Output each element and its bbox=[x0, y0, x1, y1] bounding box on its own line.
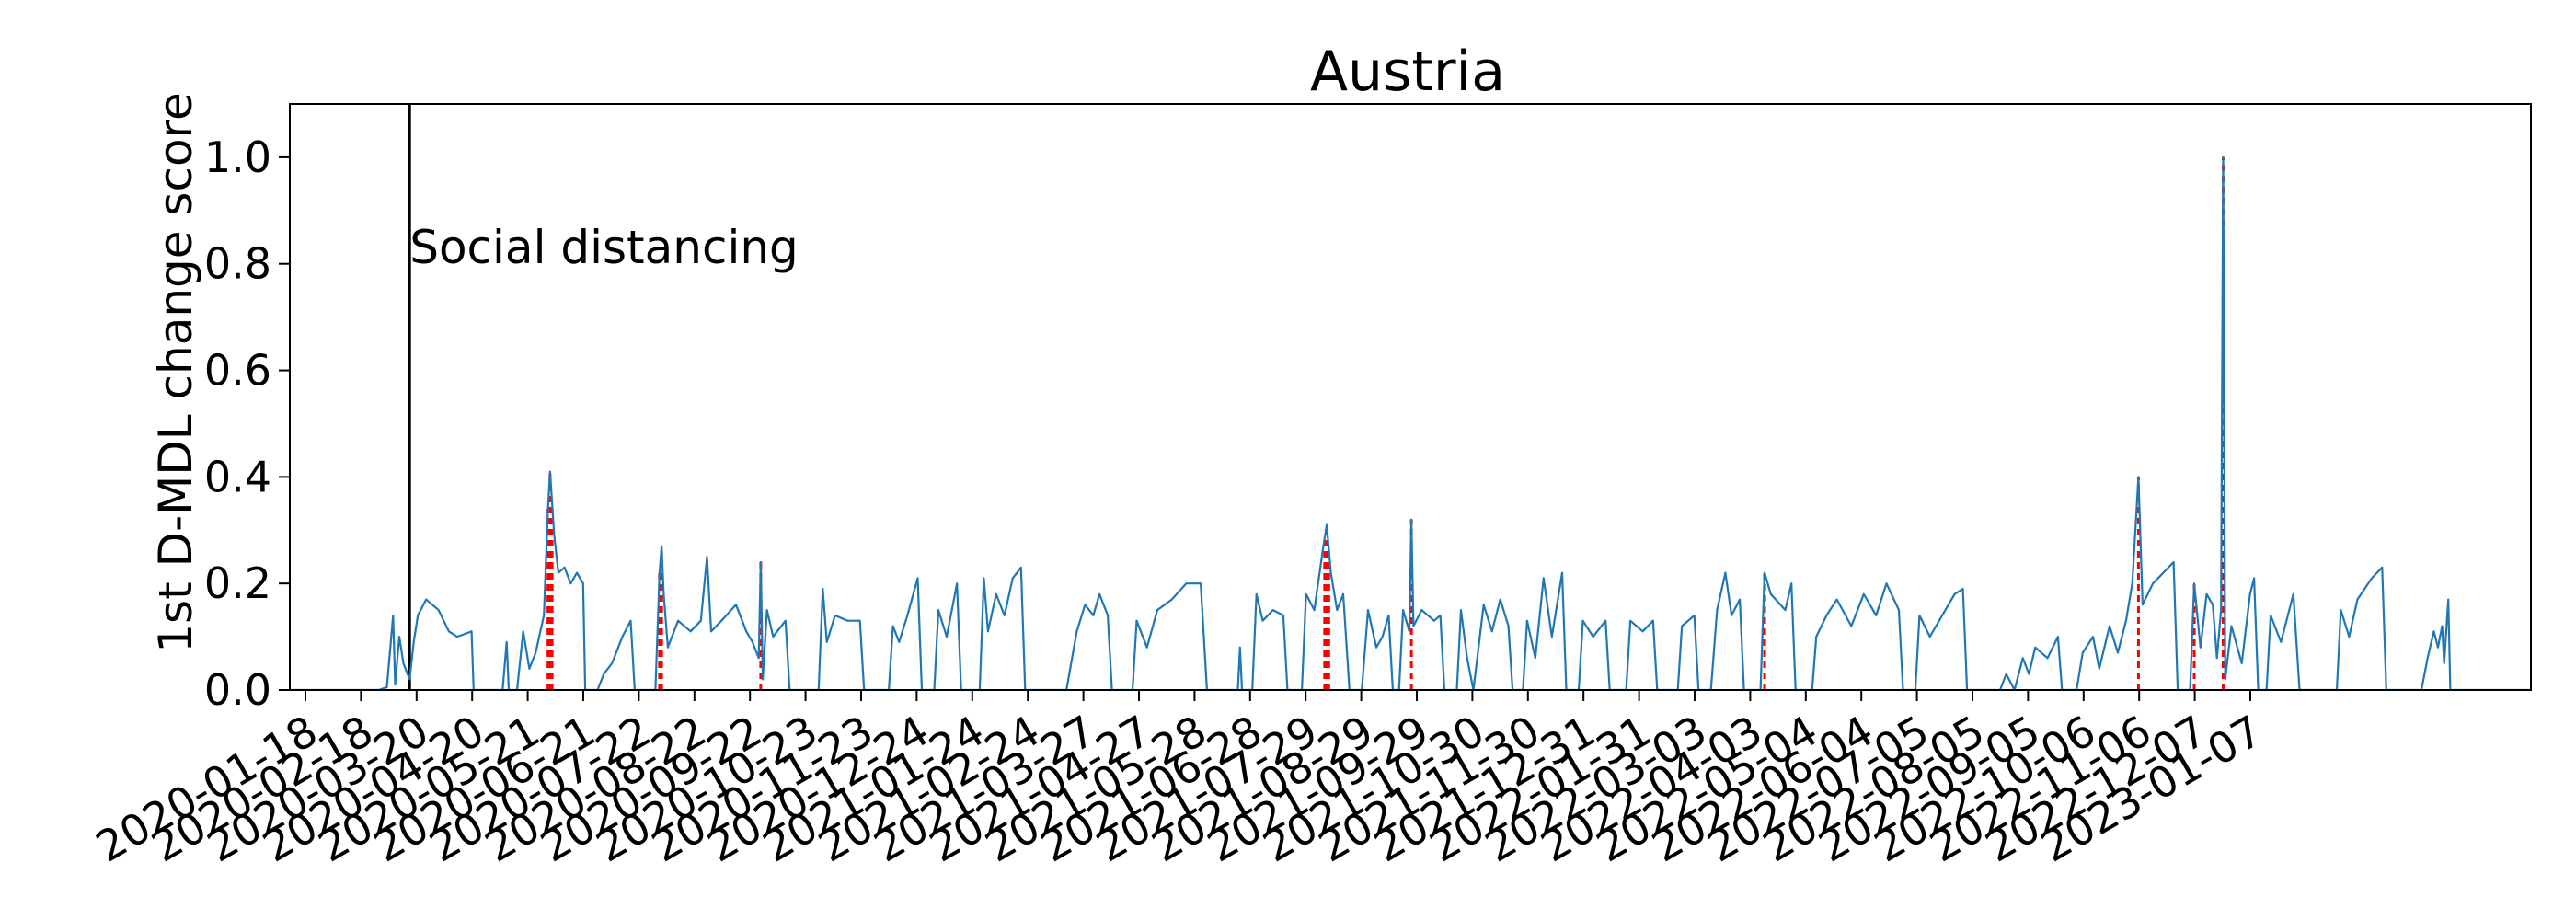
y-tick-label: 1.0 bbox=[204, 132, 271, 182]
y-axis-ticks: 0.0 0.2 0.4 0.6 0.8 1.0 bbox=[204, 132, 290, 715]
event-annotation: Social distancing bbox=[409, 221, 799, 274]
y-tick-label: 0.8 bbox=[204, 239, 271, 289]
x-axis-ticks: 2020-01-182020-02-182020-03-202020-04-20… bbox=[87, 690, 2271, 871]
y-tick-label: 0.6 bbox=[204, 346, 271, 396]
plot-frame bbox=[289, 103, 2532, 691]
y-tick-label: 0.2 bbox=[204, 558, 271, 608]
y-tick-label: 0.0 bbox=[204, 665, 271, 715]
series-line bbox=[290, 155, 2531, 690]
y-axis-label: 1st D-MDL change score bbox=[149, 92, 202, 653]
y-tick-label: 0.4 bbox=[204, 452, 271, 501]
chart-title: Austria bbox=[1310, 40, 1505, 104]
